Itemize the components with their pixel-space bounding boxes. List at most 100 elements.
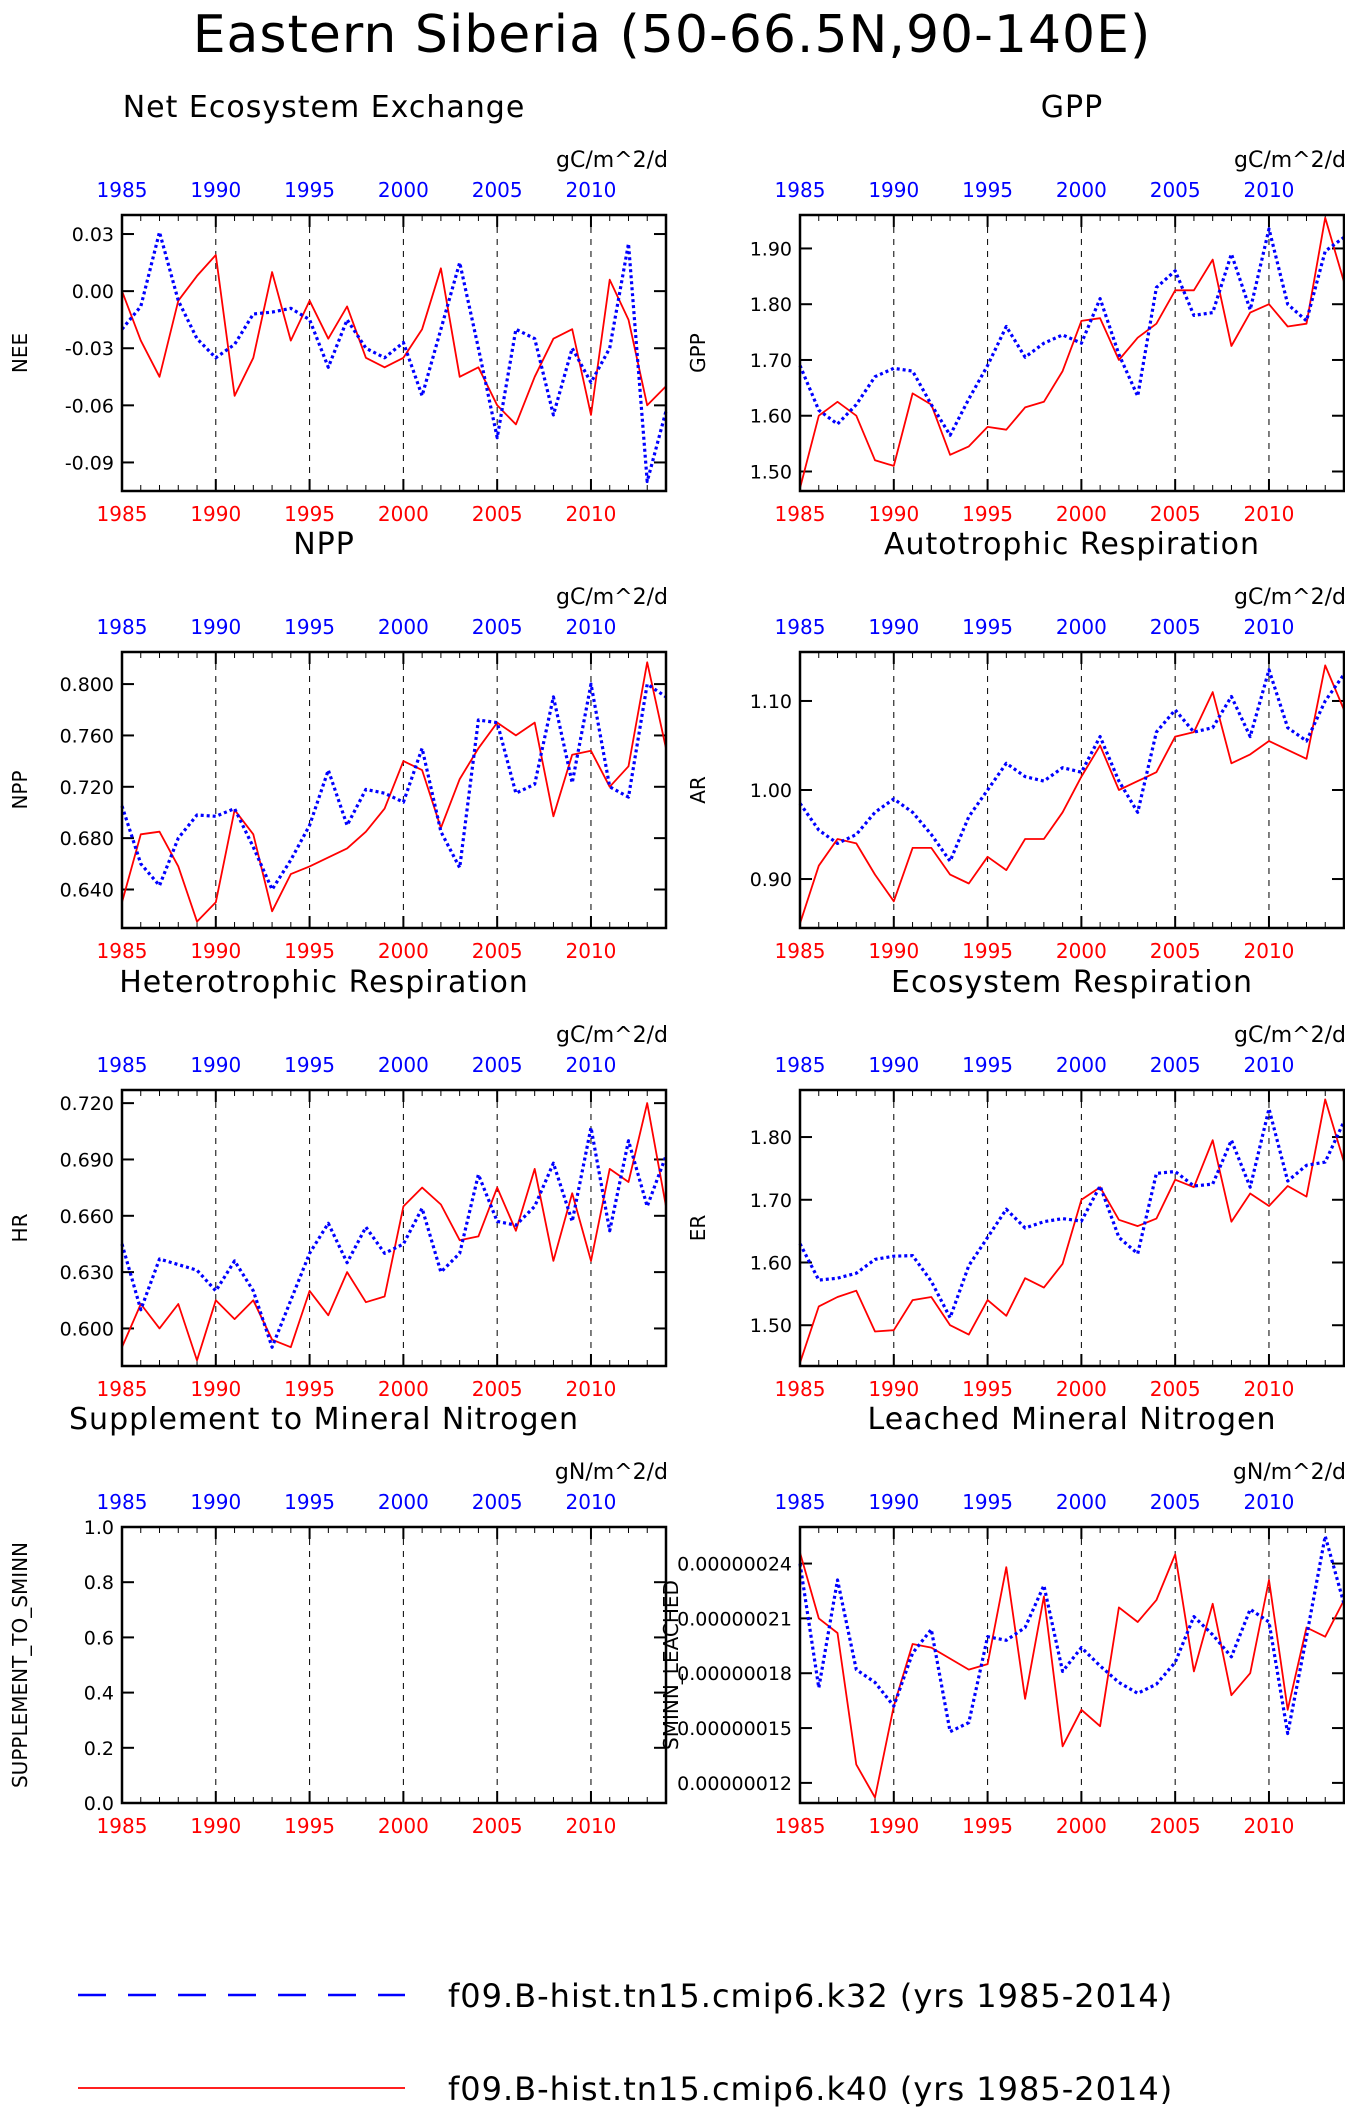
x-tick-label-bottom: 2005 [1150, 1377, 1201, 1401]
series-line-k40 [799, 216, 1345, 489]
x-tick-label-bottom: 1985 [775, 502, 826, 526]
y-tick-label: 0.03 [72, 224, 114, 246]
x-tick-label-bottom: 1990 [190, 1814, 241, 1838]
x-tick-label-bottom: 1990 [190, 939, 241, 963]
series-line-k32 [120, 230, 668, 484]
x-tick-label-bottom: 2010 [1244, 1814, 1295, 1838]
panel-title: GPP [1041, 90, 1103, 125]
x-tick-label-top: 2010 [1244, 1053, 1295, 1077]
panel-title: Autotrophic Respiration [884, 527, 1260, 562]
series-line-k32 [798, 668, 1345, 863]
x-tick-label-top: 1995 [284, 1053, 335, 1077]
x-tick-label-top: 1995 [962, 178, 1013, 202]
y-tick-label: 0.800 [60, 674, 114, 696]
x-tick-label-bottom: 2005 [472, 1377, 523, 1401]
x-tick-label-top: 2005 [472, 1053, 523, 1077]
panels: Net Ecosystem Exchange gC/m^2/d NEE 1985 198… [8, 90, 1345, 1838]
x-tick-label-bottom: 1990 [868, 502, 919, 526]
units-label: gN/m^2/d [555, 1460, 668, 1485]
x-tick-label-bottom: 1985 [97, 1377, 148, 1401]
x-tick-label-top: 1985 [97, 1490, 148, 1514]
y-axis-label: ER [686, 1215, 710, 1242]
plot-frame [120, 650, 668, 930]
x-tick-label-top: 2000 [378, 178, 429, 202]
x-tick-label-top: 1990 [868, 178, 919, 202]
y-tick-label: 0.6 [84, 1627, 114, 1649]
x-tick-label-bottom: 1985 [97, 939, 148, 963]
x-tick-label-top: 1985 [775, 1490, 826, 1514]
x-tick-label-bottom: 2000 [378, 939, 429, 963]
units-label: gN/m^2/d [1233, 1460, 1345, 1485]
plot-frame [120, 1088, 668, 1368]
y-tick-label: 0.640 [60, 879, 114, 901]
series-line-k32 [120, 1125, 668, 1349]
x-tick-label-bottom: 2010 [1244, 939, 1295, 963]
x-tick-label-bottom: 1985 [97, 1814, 148, 1838]
y-tick-label: 0.760 [60, 725, 114, 747]
x-tick-label-top: 2010 [566, 615, 617, 639]
x-tick-label-top: 1990 [868, 615, 919, 639]
panel-2: GPP gC/m^2/d GPP 1985 1985 1990 1990 1995 1995 20… [686, 90, 1345, 526]
series-line-k32 [798, 227, 1345, 437]
units-label: gC/m^2/d [556, 1023, 668, 1048]
panel-title: Supplement to Mineral Nitrogen [69, 1402, 579, 1437]
legend-label-2: f09.B-hist.tn15.cmip6.k40 (yrs 1985-2014… [448, 2070, 1173, 2108]
x-tick-label-bottom: 2000 [1056, 502, 1107, 526]
series-line-k32 [798, 1534, 1345, 1736]
x-tick-label-top: 1985 [775, 178, 826, 202]
x-tick-label-top: 1990 [190, 1053, 241, 1077]
units-label: gC/m^2/d [1234, 1023, 1345, 1048]
y-tick-label: 0.00000012 [677, 1773, 792, 1795]
y-tick-label: -0.03 [65, 338, 114, 360]
units-label: gC/m^2/d [556, 148, 668, 173]
x-tick-label-bottom: 2005 [472, 939, 523, 963]
x-tick-label-top: 1995 [962, 1490, 1013, 1514]
y-tick-label: 1.00 [750, 780, 792, 802]
units-label: gC/m^2/d [1234, 585, 1345, 610]
x-tick-label-top: 2000 [378, 1053, 429, 1077]
y-tick-label: 1.80 [750, 294, 792, 316]
x-tick-label-bottom: 1985 [97, 502, 148, 526]
x-tick-label-bottom: 1995 [962, 502, 1013, 526]
series-line-k32 [798, 1107, 1345, 1320]
y-tick-label: -0.09 [65, 452, 114, 474]
x-tick-label-top: 1990 [868, 1053, 919, 1077]
x-tick-label-top: 2005 [1150, 1053, 1201, 1077]
page-title: Eastern Siberia (50-66.5N,90-140E) [193, 5, 1152, 65]
x-tick-label-bottom: 2010 [566, 939, 617, 963]
y-axis-label: HR [8, 1213, 32, 1242]
y-tick-label: 0.0 [84, 1793, 114, 1815]
y-tick-label: 0.660 [60, 1206, 114, 1228]
series-line-k40 [121, 254, 667, 426]
x-tick-label-bottom: 1995 [284, 939, 335, 963]
y-tick-label: 0.00000015 [677, 1718, 792, 1740]
x-tick-label-bottom: 2000 [1056, 1814, 1107, 1838]
x-tick-label-top: 1985 [97, 1053, 148, 1077]
x-tick-label-top: 1990 [190, 1490, 241, 1514]
x-tick-label-top: 2010 [1244, 615, 1295, 639]
x-tick-label-top: 1995 [284, 615, 335, 639]
y-tick-label: 1.60 [750, 406, 792, 428]
y-tick-label: 0.00000018 [677, 1663, 792, 1685]
plot-frame [120, 1525, 668, 1805]
series-line-k32 [120, 682, 667, 892]
y-tick-label: 0.00000024 [677, 1554, 792, 1576]
x-tick-label-bottom: 1990 [868, 1814, 919, 1838]
x-tick-label-bottom: 1995 [962, 1377, 1013, 1401]
plot-frame [798, 1088, 1345, 1368]
x-tick-label-bottom: 2005 [472, 1814, 523, 1838]
x-tick-label-bottom: 2010 [1244, 502, 1295, 526]
x-tick-label-bottom: 2005 [1150, 939, 1201, 963]
y-axis-label: GPP [686, 333, 710, 373]
x-tick-label-bottom: 1985 [775, 1814, 826, 1838]
units-label: gC/m^2/d [1234, 148, 1345, 173]
x-tick-label-top: 1990 [868, 1490, 919, 1514]
y-tick-label: 0.00 [72, 281, 114, 303]
x-tick-label-bottom: 1995 [284, 502, 335, 526]
y-tick-label: 0.630 [60, 1262, 114, 1284]
y-tick-label: 0.4 [84, 1683, 114, 1705]
panel-4: Autotrophic Respiration gC/m^2/d AR 1985 198… [686, 527, 1345, 963]
x-tick-label-bottom: 2000 [1056, 1377, 1107, 1401]
y-tick-label: 0.90 [750, 869, 792, 891]
